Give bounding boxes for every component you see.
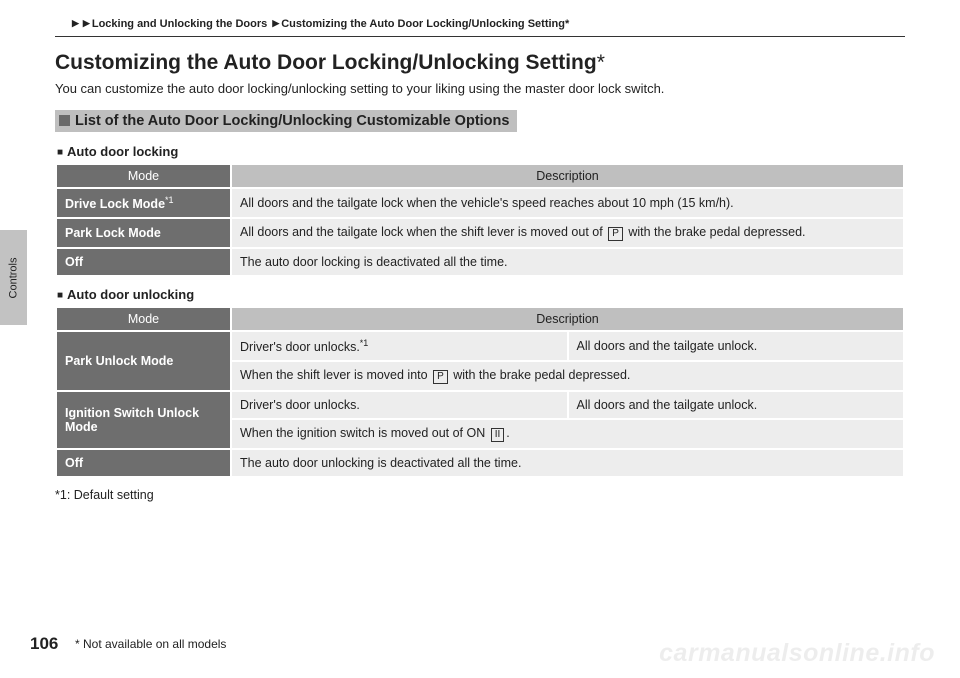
- breadcrumb-arrow-icon: ▶: [72, 18, 79, 29]
- table-row: Off The auto door unlocking is deactivat…: [56, 449, 904, 477]
- col-mode: Mode: [56, 164, 231, 188]
- intro-text: You can customize the auto door locking/…: [55, 81, 905, 96]
- desc-post: with the brake pedal depressed.: [450, 368, 631, 382]
- boxed-p-icon: P: [433, 370, 448, 384]
- bottom-note: * Not available on all models: [75, 637, 226, 651]
- table-row: Drive Lock Mode*1 All doors and the tail…: [56, 188, 904, 218]
- unlocking-sublabel: Auto door unlocking: [57, 287, 905, 302]
- section-square-icon: [59, 115, 70, 126]
- table-row: Park Unlock Mode Driver's door unlocks.*…: [56, 331, 904, 361]
- table-row: Park Lock Mode All doors and the tailgat…: [56, 218, 904, 248]
- section-heading: List of the Auto Door Locking/Unlocking …: [55, 110, 517, 132]
- page-title: Customizing the Auto Door Locking/Unlock…: [55, 51, 905, 75]
- mode-cell: Park Unlock Mode: [56, 331, 231, 391]
- mode-text: Drive Lock Mode: [65, 197, 165, 211]
- desc-cell: The auto door locking is deactivated all…: [231, 248, 904, 276]
- table-row: Off The auto door locking is deactivated…: [56, 248, 904, 276]
- page-content: ▶▶Locking and Unlocking the Doors ▶Custo…: [0, 0, 960, 678]
- page-number: 106: [30, 634, 58, 654]
- desc-cell: All doors and the tailgate lock when the…: [231, 218, 904, 248]
- mode-cell: Park Lock Mode: [56, 218, 231, 248]
- desc-sup: *1: [360, 338, 369, 348]
- desc-cell: When the ignition switch is moved out of…: [231, 419, 904, 449]
- breadcrumb: ▶▶Locking and Unlocking the Doors ▶Custo…: [55, 18, 905, 30]
- title-asterisk: *: [597, 51, 605, 74]
- footnote: *1: Default setting: [55, 488, 905, 502]
- desc-cell: All doors and the tailgate lock when the…: [231, 188, 904, 218]
- col-desc: Description: [231, 164, 904, 188]
- locking-sublabel: Auto door locking: [57, 144, 905, 159]
- divider: [55, 36, 905, 37]
- boxed-ii-icon: II: [491, 428, 505, 442]
- desc-pre: When the shift lever is moved into: [240, 368, 431, 382]
- desc-cell: All doors and the tailgate unlock.: [568, 331, 905, 361]
- desc-cell: When the shift lever is moved into P wit…: [231, 361, 904, 391]
- desc-cell: The auto door unlocking is deactivated a…: [231, 449, 904, 477]
- desc-post: .: [506, 426, 509, 440]
- desc-pre: All doors and the tailgate lock when the…: [240, 225, 606, 239]
- breadcrumb-part1: Locking and Unlocking the Doors: [92, 18, 267, 30]
- boxed-p-icon: P: [608, 227, 623, 241]
- col-desc: Description: [231, 307, 904, 331]
- watermark: carmanualsonline.info: [659, 639, 935, 668]
- desc-cell: Driver's door unlocks.: [231, 391, 568, 419]
- table-header-row: Mode Description: [56, 164, 904, 188]
- unlocking-table: Mode Description Park Unlock Mode Driver…: [55, 306, 905, 478]
- breadcrumb-arrow-icon: ▶: [272, 18, 279, 29]
- mode-cell: Ignition Switch Unlock Mode: [56, 391, 231, 449]
- table-row: Ignition Switch Unlock Mode Driver's doo…: [56, 391, 904, 419]
- mode-cell: Drive Lock Mode*1: [56, 188, 231, 218]
- desc-pre: When the ignition switch is moved out of…: [240, 426, 489, 440]
- title-text: Customizing the Auto Door Locking/Unlock…: [55, 51, 597, 74]
- breadcrumb-part2: Customizing the Auto Door Locking/Unlock…: [281, 18, 569, 30]
- desc-cell: Driver's door unlocks.*1: [231, 331, 568, 361]
- table-header-row: Mode Description: [56, 307, 904, 331]
- section-heading-text: List of the Auto Door Locking/Unlocking …: [75, 113, 509, 129]
- locking-table: Mode Description Drive Lock Mode*1 All d…: [55, 163, 905, 277]
- desc-post: with the brake pedal depressed.: [625, 225, 806, 239]
- col-mode: Mode: [56, 307, 231, 331]
- mode-sup: *1: [165, 195, 174, 205]
- mode-cell: Off: [56, 449, 231, 477]
- mode-cell: Off: [56, 248, 231, 276]
- desc-text: Driver's door unlocks.: [240, 340, 360, 354]
- desc-cell: All doors and the tailgate unlock.: [568, 391, 905, 419]
- breadcrumb-arrow-icon: ▶: [83, 18, 90, 29]
